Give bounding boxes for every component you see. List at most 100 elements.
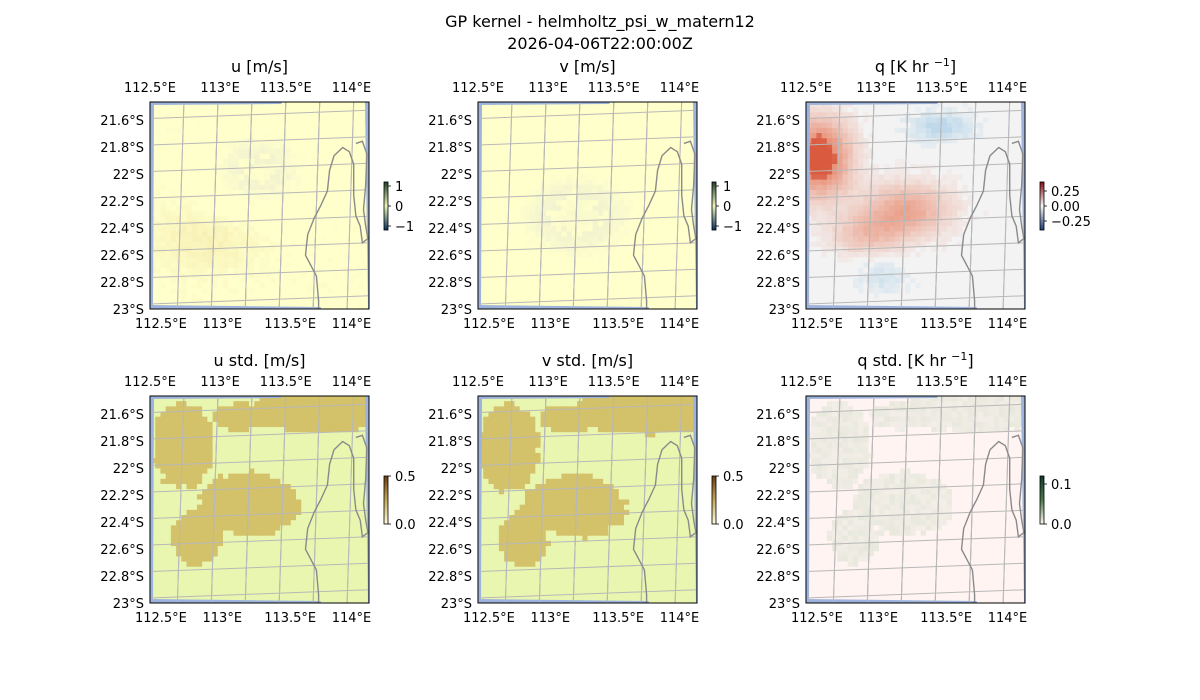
- heatmap-cell: [306, 210, 313, 217]
- heatmap-cell: [852, 138, 859, 144]
- heatmap-cell: [306, 174, 313, 181]
- heatmap-cell: [348, 226, 354, 232]
- heatmap-cell: [1004, 117, 1010, 124]
- heatmap-cell: [884, 272, 891, 279]
- heatmap-cell: [561, 262, 568, 269]
- heatmap-cell: [186, 277, 193, 284]
- heatmap-cell: [915, 148, 922, 155]
- heatmap-cell: [264, 179, 271, 186]
- heatmap-cell: [832, 102, 838, 108]
- heatmap-cell: [681, 267, 688, 274]
- heatmap-cell: [217, 112, 224, 119]
- heatmap-cell: [202, 226, 208, 232]
- heatmap-cell: [170, 257, 177, 264]
- heatmap-cell: [915, 283, 922, 289]
- heatmap-cell: [551, 148, 557, 155]
- heatmap-cell: [863, 158, 870, 165]
- heatmap-cell: [988, 133, 995, 139]
- heatmap-cell: [483, 148, 490, 155]
- heatmap-cell: [894, 215, 901, 222]
- heatmap-cell: [983, 174, 990, 181]
- heatmap-cell: [894, 231, 901, 238]
- heatmap-cell: [217, 102, 224, 108]
- heatmap-cell: [821, 205, 828, 212]
- heatmap-cell: [498, 143, 505, 150]
- heatmap-cell: [196, 210, 203, 217]
- heatmap-cell: [243, 298, 250, 305]
- heatmap-cell: [233, 293, 240, 300]
- heatmap-cell: [155, 277, 162, 284]
- heatmap-cell: [639, 117, 646, 124]
- heatmap-cell: [655, 221, 662, 227]
- heatmap-cell: [597, 153, 604, 160]
- heatmap-cell: [915, 112, 922, 119]
- heatmap-cell: [618, 210, 625, 217]
- heatmap-cell: [196, 158, 203, 165]
- heatmap-cell: [540, 241, 547, 248]
- heatmap-cell: [290, 164, 297, 170]
- heatmap-cell: [936, 148, 943, 155]
- heatmap-cell: [259, 153, 266, 160]
- heatmap-cell: [582, 127, 589, 134]
- heatmap-cell: [280, 195, 287, 201]
- heatmap-cell: [290, 153, 297, 160]
- heatmap-cell: [889, 236, 896, 243]
- heatmap-cell: [837, 257, 844, 264]
- heatmap-cell: [884, 102, 891, 108]
- heatmap-cell: [597, 241, 604, 248]
- heatmap-cell: [946, 138, 953, 144]
- heatmap-cell: [181, 174, 188, 181]
- heatmap-cell: [353, 267, 360, 274]
- heatmap-cell: [561, 143, 568, 150]
- heatmap-cell: [983, 272, 990, 279]
- heatmap-cell: [545, 195, 552, 201]
- heatmap-cell: [889, 133, 896, 139]
- heatmap-cell: [587, 133, 594, 139]
- heatmap-cell: [676, 117, 682, 124]
- heatmap-cell: [249, 283, 255, 289]
- heatmap-cell: [275, 210, 281, 217]
- heatmap-cell: [618, 143, 625, 150]
- heatmap-cell: [348, 262, 354, 269]
- heatmap-cell: [634, 252, 641, 258]
- heatmap-cell: [155, 288, 162, 295]
- heatmap-cell: [488, 277, 495, 284]
- heatmap-cell: [826, 179, 833, 186]
- heatmap-cell: [530, 184, 536, 191]
- heatmap-cell: [978, 112, 984, 119]
- heatmap-cell: [910, 127, 917, 134]
- heatmap-cell: [962, 205, 969, 212]
- heatmap-cell: [873, 164, 880, 170]
- heatmap-cell: [301, 179, 308, 186]
- heatmap-cell: [644, 272, 651, 279]
- heatmap-cell: [847, 262, 854, 269]
- heatmap-cell: [873, 210, 880, 217]
- heatmap-cell: [889, 210, 896, 217]
- heatmap-cell: [670, 215, 677, 222]
- heatmap-cell: [655, 293, 662, 300]
- heatmap-cell: [1004, 112, 1010, 119]
- heatmap-cell: [941, 205, 948, 212]
- heatmap-cell: [519, 189, 526, 196]
- heatmap-cell: [363, 293, 369, 300]
- heatmap-cell: [524, 102, 531, 108]
- heatmap-cell: [686, 252, 693, 258]
- heatmap-cell: [624, 241, 630, 248]
- heatmap-cell: [811, 127, 818, 134]
- heatmap-cell: [941, 174, 948, 181]
- heatmap-cell: [170, 205, 177, 212]
- heatmap-cell: [332, 184, 339, 191]
- heatmap-cell: [665, 169, 672, 176]
- heatmap-cell: [238, 169, 245, 176]
- heatmap-cell: [264, 257, 271, 264]
- heatmap-cell: [577, 179, 583, 186]
- heatmap-cell: [212, 226, 219, 232]
- heatmap-cell: [348, 102, 354, 108]
- heatmap-cell: [826, 153, 833, 160]
- heatmap-cell: [624, 205, 630, 212]
- heatmap-cell: [285, 293, 292, 300]
- heatmap-cell: [873, 189, 880, 196]
- heatmap-cell: [519, 288, 526, 295]
- heatmap-cell: [249, 117, 255, 124]
- heatmap-cell: [233, 179, 240, 186]
